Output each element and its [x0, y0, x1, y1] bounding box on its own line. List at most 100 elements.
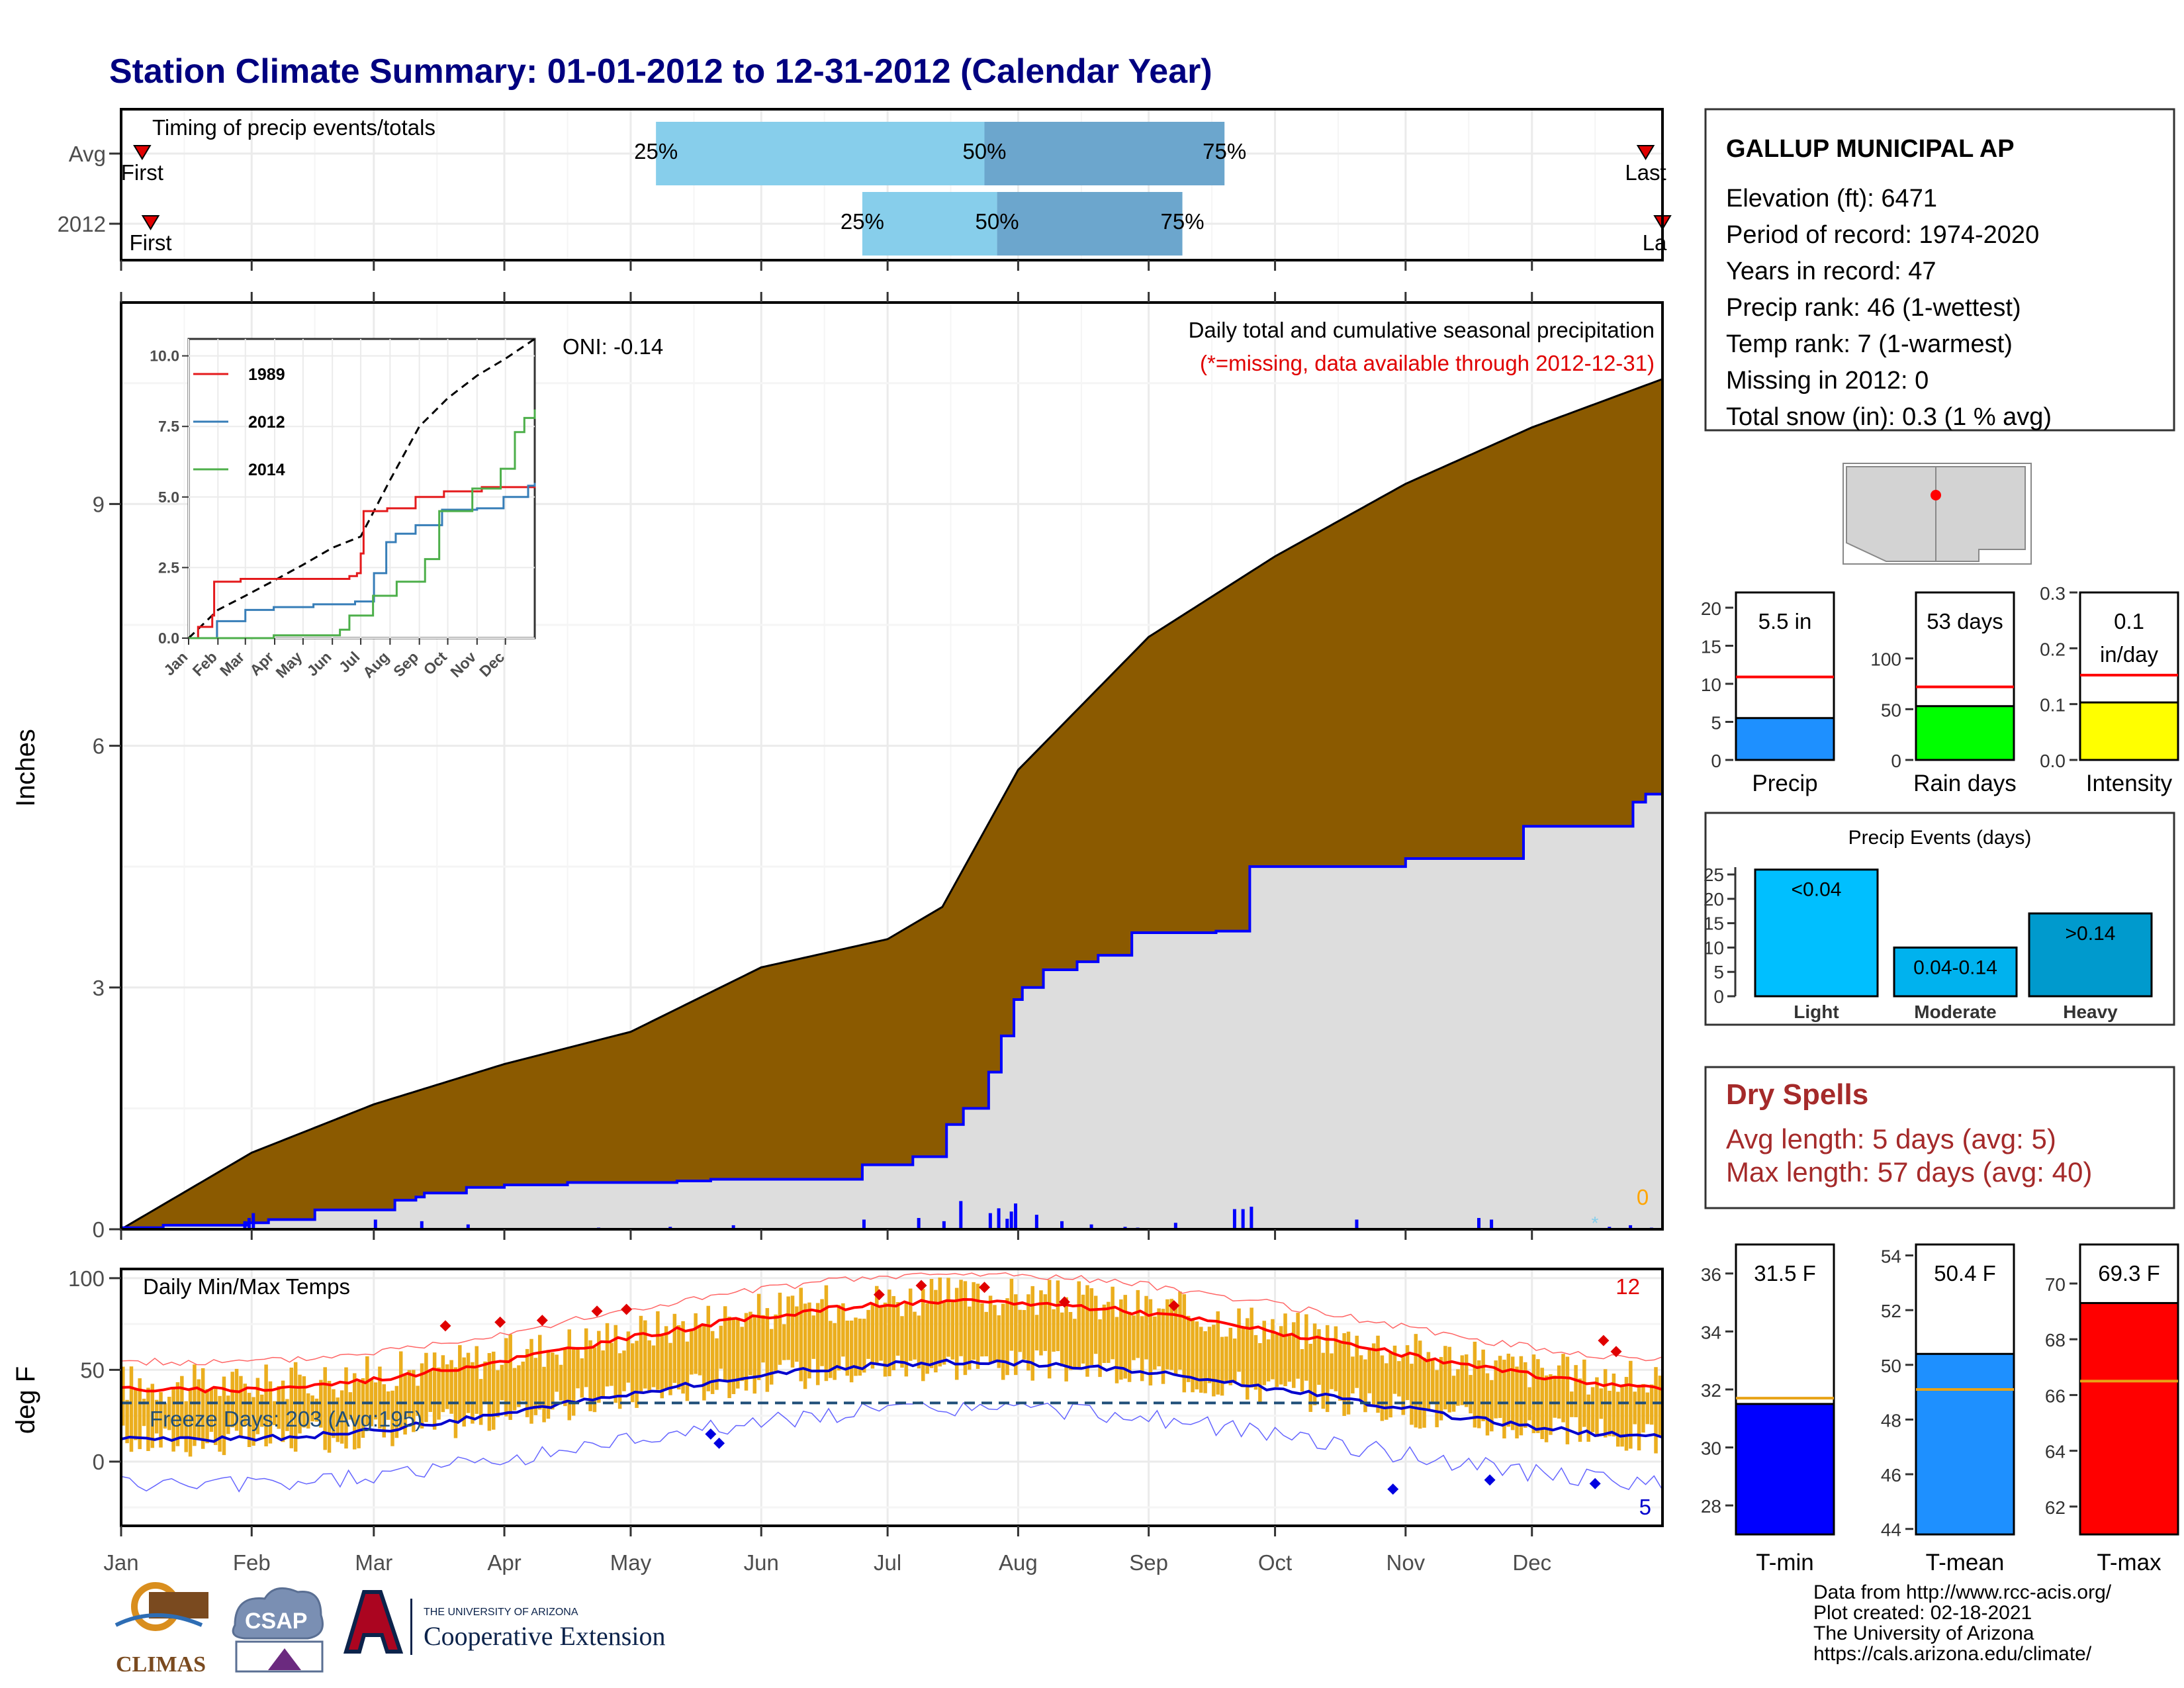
record-high-marker [439, 1320, 451, 1332]
daily-temp-bar [617, 1353, 622, 1409]
daily-temp-bar [1153, 1316, 1157, 1370]
precip-ytick-label: 3 [93, 976, 105, 1000]
location-map [1843, 463, 2032, 565]
daily-temp-bar [559, 1364, 563, 1401]
missing-count: 0 [1637, 1185, 1649, 1209]
daily-precip-bar [988, 1213, 992, 1229]
daily-temp-bar [306, 1393, 310, 1429]
record-high-marker [494, 1316, 506, 1328]
daily-temp-bar [866, 1309, 870, 1359]
daily-temp-bar [365, 1356, 369, 1427]
daily-precip-bar [731, 1225, 735, 1229]
daily-temp-bar [1524, 1362, 1527, 1428]
summary-bar [2079, 701, 2179, 761]
legend-label: 1989 [248, 365, 285, 384]
daily-temp-bar [1039, 1290, 1043, 1356]
temp-bar-ytick-label: 68 [2045, 1330, 2066, 1350]
daily-temp-bar [1473, 1341, 1477, 1428]
daily-temp-bar [277, 1385, 281, 1429]
temp-ytick-label: 100 [68, 1266, 105, 1291]
daily-temp-bar [390, 1390, 394, 1446]
daily-temp-bar [1262, 1321, 1266, 1385]
daily-temp-bar [1034, 1315, 1039, 1351]
daily-temp-bar [1578, 1378, 1582, 1442]
daily-temp-bar [744, 1313, 749, 1391]
temp-bar-ytick-label: 66 [2045, 1385, 2066, 1406]
daily-temp-bar [580, 1358, 584, 1398]
inset-ytick-label: 10.0 [150, 348, 179, 365]
daily-temp-bar [398, 1351, 403, 1428]
daily-temp-bar [344, 1367, 348, 1449]
daily-temp-bar [163, 1403, 167, 1429]
daily-temp-bar [1418, 1340, 1422, 1429]
daily-temp-bar [571, 1348, 576, 1416]
daily-temp-bar [1009, 1278, 1014, 1351]
daily-precip-bar [243, 1221, 247, 1229]
credit-line: Plot created: 02-18-2021 [1813, 1602, 2032, 1624]
daily-temp-bar [357, 1382, 361, 1448]
station-info-line: Total snow (in): 0.3 (1 % avg) [1726, 403, 2052, 431]
daily-temp-bar [1410, 1364, 1414, 1425]
daily-temp-bar [1616, 1391, 1620, 1447]
daily-temp-bar [171, 1387, 175, 1452]
daily-temp-bar [129, 1366, 134, 1452]
events-category-label: Light [1794, 1002, 1839, 1022]
month-label: Feb [233, 1550, 271, 1575]
daily-temp-bar [1073, 1319, 1077, 1370]
daily-temp-bar [1590, 1387, 1595, 1432]
daily-temp-bar [1431, 1358, 1435, 1403]
temp-frame [120, 1268, 1664, 1527]
daily-temp-bar [336, 1397, 340, 1442]
daily-temp-bar [1435, 1370, 1439, 1428]
daily-temp-bar [1056, 1280, 1060, 1352]
summary-ytick-label: 50 [1881, 700, 1901, 720]
daily-temp-bar [676, 1325, 681, 1389]
daily-temp-bar [407, 1370, 412, 1417]
daily-temp-bar [226, 1395, 230, 1434]
climas-logo-text: CLIMAS [116, 1652, 206, 1677]
daily-temp-bar [555, 1354, 559, 1392]
daily-temp-bar [786, 1296, 790, 1360]
daily-temp-bar [1014, 1294, 1018, 1376]
summary-bar [1915, 705, 2015, 761]
map-state-arizona [1846, 466, 1936, 562]
daily-temp-bar [533, 1358, 538, 1415]
events-bar [1754, 868, 1879, 998]
station-location-dot [1931, 490, 1941, 500]
daily-temp-bar [437, 1367, 441, 1420]
dry-frame [1704, 1066, 2175, 1209]
daily-temp-bar [1207, 1327, 1212, 1383]
daily-temp-bar [293, 1362, 298, 1452]
daily-temp-bar [251, 1397, 255, 1446]
footer-logos: CLIMAS CSAP THE UNIVERSITY OF ARIZONA Co… [114, 1582, 665, 1677]
station-info-line: Missing in 2012: 0 [1726, 367, 1929, 395]
daily-temp-bar [904, 1303, 909, 1377]
precip-ytick-label: 0 [93, 1217, 105, 1242]
first-event-label: First [121, 160, 163, 185]
daily-temp-bar [323, 1367, 327, 1450]
daily-temp-bar [1629, 1360, 1633, 1449]
summary-value-label: 53 days [1927, 609, 2003, 633]
daily-temp-bar [1371, 1343, 1376, 1407]
daily-temp-bar [394, 1385, 399, 1438]
temp-bar-label: T-max [2097, 1550, 2161, 1575]
station-info-line: Years in record: 47 [1726, 258, 1936, 285]
credits: Data from http://www.rcc-acis.org/ Plot … [1813, 1582, 2111, 1664]
daily-precip-bar [1034, 1215, 1038, 1229]
temp-bar-ytick-label: 62 [2045, 1497, 2066, 1518]
timing-bar-q2 [997, 192, 1183, 256]
temp-title: Daily Min/Max Temps [143, 1274, 350, 1299]
daily-temp-bar [1502, 1360, 1506, 1438]
daily-temp-bar [1203, 1331, 1207, 1393]
daily-temp-bar [1237, 1308, 1241, 1372]
daily-temp-bar [302, 1376, 306, 1428]
daily-temp-bar [925, 1303, 929, 1374]
station-info-line: Temp rank: 7 (1-warmest) [1726, 330, 2013, 358]
daily-temp-bar [968, 1306, 972, 1370]
daily-temp-bar [525, 1348, 529, 1417]
daily-temp-bar [736, 1317, 740, 1389]
daily-temp-bar [466, 1352, 471, 1413]
daily-temp-bar [1052, 1309, 1056, 1352]
daily-temp-bar [1022, 1309, 1026, 1360]
daily-temp-bar [483, 1361, 487, 1404]
